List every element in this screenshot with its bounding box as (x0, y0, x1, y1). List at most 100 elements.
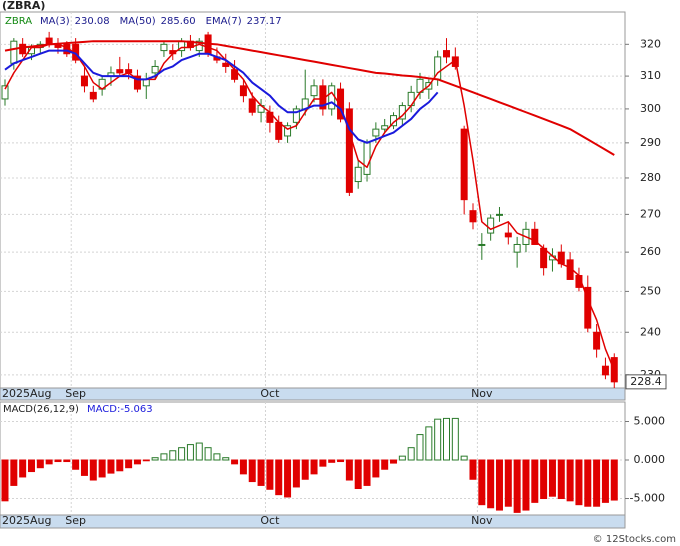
candle-body (381, 125, 389, 130)
candle-body (495, 213, 503, 216)
price-tag-label: 228.4 (630, 375, 662, 388)
candle-body (540, 247, 548, 269)
macd-bar (63, 459, 71, 463)
candle-body (133, 75, 141, 90)
macd-bar (45, 459, 53, 465)
candle-body (601, 365, 609, 376)
legend-value: 285.60 (161, 16, 196, 27)
macd-bar (434, 418, 442, 461)
candle-body (513, 243, 521, 253)
x-tick-label: 2025Aug (2, 387, 51, 400)
macd-bar (98, 459, 106, 478)
candle-body (345, 108, 353, 193)
macd-bar (80, 459, 88, 476)
candle-body (487, 217, 495, 234)
macd-bar (27, 459, 35, 473)
candle-body (504, 232, 512, 238)
x-tick-label: Nov (471, 387, 493, 400)
x-tick-label: Oct (260, 514, 280, 527)
y-tick-label: 320 (640, 37, 661, 50)
macd-bar (284, 459, 292, 498)
macd-bar (407, 447, 415, 461)
macd-bar (372, 459, 380, 478)
legend-value: 230.08 (75, 16, 110, 27)
candle-body (19, 43, 27, 55)
macd-bar (72, 459, 80, 470)
candle-body (1, 85, 9, 100)
price-panel (0, 11, 626, 389)
macd-bar (222, 457, 230, 461)
candle-body (328, 85, 336, 110)
y-tick-label: 240 (640, 325, 661, 338)
macd-bar (345, 459, 353, 481)
macd-bar (195, 442, 203, 461)
x-tick-label: 2025Aug (2, 514, 51, 527)
watermark: © 12Stocks.com (593, 534, 676, 545)
macd-bar (36, 459, 44, 469)
macd-bar (178, 447, 186, 461)
macd-bar (266, 459, 274, 490)
macd-bar (337, 459, 345, 463)
macd-bar (10, 459, 18, 486)
y-tick-label: 260 (640, 245, 661, 258)
legend-name: MA(50) (120, 16, 156, 27)
y-tick-label: 280 (640, 171, 661, 184)
macd-bar (416, 434, 424, 461)
y-tick-label: -5.000 (630, 492, 665, 505)
macd-bar (381, 459, 389, 470)
macd-bar (133, 459, 141, 465)
indicator-line (4, 40, 615, 156)
macd-bar (204, 447, 212, 461)
macd-bar (231, 459, 239, 465)
y-tick-label: 310 (640, 69, 661, 82)
macd-bar (186, 444, 194, 461)
macd-bar (557, 459, 565, 500)
macd-bar (151, 457, 159, 461)
macd-bar (239, 459, 247, 475)
macd-bar (451, 417, 459, 461)
chart-title: (ZBRA) (2, 0, 45, 12)
macd-bar (513, 459, 521, 513)
macd-bar (425, 426, 433, 461)
macd-bar (310, 459, 318, 475)
macd-bar (363, 459, 371, 486)
candle-body (469, 210, 477, 223)
macd-bar (398, 455, 406, 461)
macd-bar (142, 459, 150, 462)
candle-body (292, 108, 300, 123)
legend-value: 237.17 (247, 16, 282, 27)
macd-bar (213, 453, 221, 461)
macd-bar (107, 459, 115, 474)
macd-value: MACD:-5.063 (87, 404, 153, 415)
candle-body (151, 65, 159, 74)
macd-panel (0, 401, 626, 516)
candle-body (116, 69, 124, 74)
macd-bar (89, 459, 97, 481)
macd-bar (319, 459, 327, 467)
macd-bar (566, 459, 574, 502)
macd-bar (522, 459, 530, 511)
macd-bar (593, 459, 601, 507)
candle-body (284, 125, 292, 137)
macd-bar (160, 453, 168, 461)
macd-bar (1, 459, 9, 502)
macd-bar (584, 459, 592, 507)
candle-body (593, 331, 601, 350)
legend-symbol: ZBRA (5, 16, 32, 27)
y-tick-label: 300 (640, 102, 661, 115)
candle-body (337, 88, 345, 120)
candle-body (310, 85, 318, 97)
legend-name: MA(3) (40, 16, 70, 27)
y-tick-label: 290 (640, 136, 661, 149)
macd-bar (292, 459, 300, 488)
macd-bar (478, 459, 486, 506)
macd-bar (169, 450, 177, 461)
x-tick-label: Oct (260, 387, 280, 400)
macd-title: MACD(26,12,9) (3, 404, 79, 415)
candle-body (10, 40, 18, 64)
macd-bar (575, 459, 583, 506)
candle-body (354, 166, 362, 183)
macd-bar (390, 459, 398, 464)
candle-body (160, 43, 168, 52)
